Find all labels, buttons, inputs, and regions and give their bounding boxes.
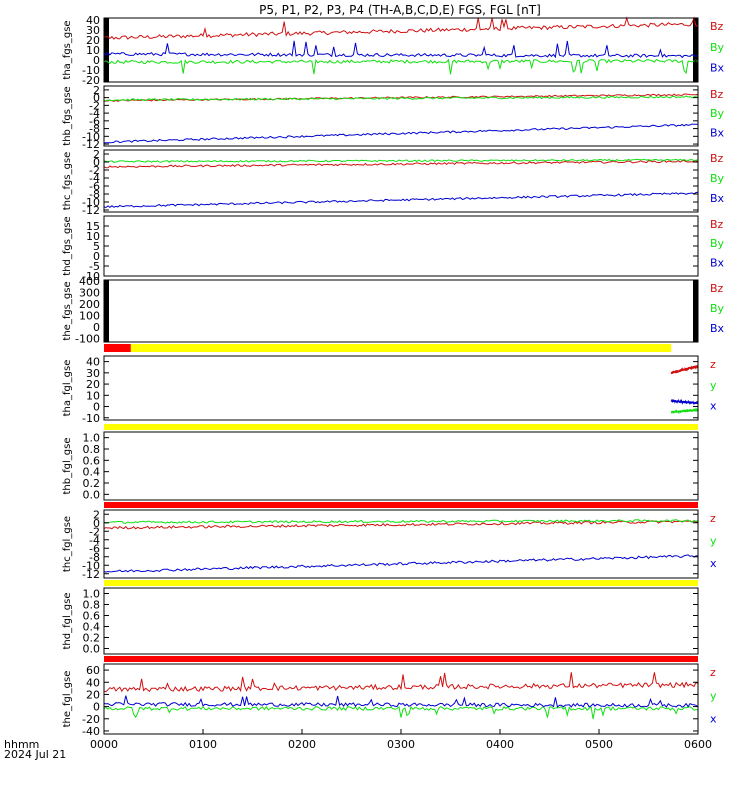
x-tick-label: 0600 xyxy=(684,738,712,751)
legend-y: y xyxy=(710,379,717,392)
series-Bx-line xyxy=(104,41,698,58)
legend-z: z xyxy=(710,358,716,371)
plot-title: P5, P1, P2, P3, P4 (TH-A,B,C,D,E) FGS, F… xyxy=(259,3,541,17)
legend-Bz: Bz xyxy=(710,282,724,295)
x-tick-label: 0400 xyxy=(486,738,514,751)
legend-z: z xyxy=(710,666,716,679)
x-tick-label: 0100 xyxy=(189,738,217,751)
panel-frame xyxy=(104,432,698,500)
panel-thc_fgs_gse: 20-2-4-6-8-10-12thc_fgs_gse BzByBx xyxy=(62,148,725,217)
legend-By: By xyxy=(710,172,725,185)
y-axis-label: the_fgl_gse xyxy=(62,671,73,728)
series-y-line xyxy=(104,707,698,720)
y-axis-label: tha_fgl_gse xyxy=(62,360,73,417)
status-strip-red xyxy=(104,656,698,662)
y-tick-label: 0.0 xyxy=(83,488,101,501)
panel-the_fgs_gse: 4003002001000-100the_fgs_gse BzByBx xyxy=(62,275,725,345)
y-tick-label: 0.0 xyxy=(83,643,101,656)
legend-x: x xyxy=(710,713,717,726)
legend-Bx: Bx xyxy=(710,62,725,75)
series-Bx-line xyxy=(104,124,698,143)
status-strip-yellow xyxy=(104,424,698,430)
panel-frame xyxy=(104,280,698,342)
panel-the_fgl_gse: 6040200-20-40 the_fgl_gse zyx xyxy=(62,656,717,738)
status-strip-red xyxy=(104,344,131,352)
legend-z: z xyxy=(710,512,716,525)
legend-Bz: Bz xyxy=(710,20,724,33)
x-axis: 0000 0100 0200 0300 0400 0500 0600 xyxy=(90,729,712,751)
panel-frame xyxy=(104,216,698,276)
status-strip-red xyxy=(104,502,698,508)
footer-date: 2024 Jul 21 xyxy=(4,748,66,761)
series-x-line xyxy=(104,555,698,572)
y-tick-label: -20 xyxy=(82,713,100,726)
y-axis-label: thd_fgl_gse xyxy=(62,593,73,650)
series-x-line xyxy=(671,400,698,404)
legend-y: y xyxy=(710,689,717,702)
panel-frame xyxy=(104,510,698,578)
panel-frame xyxy=(104,18,698,82)
y-tick-label: -40 xyxy=(82,725,100,738)
panel-thc_fgl_gse: 20-2-4-6-8-10-12 thc_fgl_gse zyx xyxy=(62,502,717,581)
panel-thb_fgs_gse: 20-2-4-6-8-10-12 thb_fgs_gse Bz By Bx xyxy=(62,84,725,151)
legend-y: y xyxy=(710,535,717,548)
legend-By: By xyxy=(710,41,725,54)
x-tick-label: 0200 xyxy=(288,738,316,751)
series-z-line xyxy=(104,672,698,691)
y-axis-label: thd_fgs_gse xyxy=(62,216,73,275)
y-tick-label: -100 xyxy=(75,333,100,346)
series-Bz-line xyxy=(104,18,698,39)
series-Bx-line xyxy=(104,192,698,207)
panel-thd_fgl_gse: 1.00.80.60.40.20.0thd_fgl_gse xyxy=(62,580,698,656)
legend-x: x xyxy=(710,400,717,413)
y-tick-label: -12 xyxy=(82,204,100,217)
legend-Bx: Bx xyxy=(710,126,725,139)
panel-frame xyxy=(104,664,698,734)
series-By-line xyxy=(104,60,698,75)
y-axis-label: the_fgs_gse xyxy=(62,281,73,340)
legend-Bx: Bx xyxy=(710,192,725,205)
x-tick-label: 0300 xyxy=(387,738,415,751)
legend-x: x xyxy=(710,557,717,570)
legend-Bx: Bx xyxy=(710,322,725,335)
gap-bar-left xyxy=(104,280,109,342)
y-tick-label: 20 xyxy=(86,688,100,701)
status-strip-yellow xyxy=(104,344,671,352)
series-y-line xyxy=(671,409,698,413)
y-tick-label: -12 xyxy=(82,568,100,581)
legend-Bx: Bx xyxy=(710,256,725,269)
x-tick-label: 0500 xyxy=(585,738,613,751)
panel-frame xyxy=(104,356,698,420)
legend-Bz: Bz xyxy=(710,218,724,231)
y-axis-label: thb_fgs_gse xyxy=(62,86,73,145)
y-axis-label: thb_fgl_gse xyxy=(62,438,73,495)
legend-By: By xyxy=(710,302,725,315)
y-tick-label: 40 xyxy=(86,676,100,689)
status-strip-yellow xyxy=(104,580,698,586)
gap-bar-right xyxy=(693,280,698,342)
legend-By: By xyxy=(710,237,725,250)
y-axis-label: thc_fgs_gse xyxy=(62,152,73,211)
x-tick-label: 0000 xyxy=(90,738,118,751)
y-axis-label: tha_fgs_gse xyxy=(62,20,73,79)
legend-Bz: Bz xyxy=(710,88,724,101)
y-tick-label: 60 xyxy=(86,664,100,677)
legend-By: By xyxy=(710,107,725,120)
y-axis-label: thc_fgl_gse xyxy=(62,516,73,572)
y-tick-label: 0 xyxy=(93,701,100,714)
panel-frame xyxy=(104,588,698,654)
panel-thb_fgl_gse: 1.00.80.60.40.20.0 thb_fgl_gse xyxy=(62,424,698,501)
legend-Bz: Bz xyxy=(710,152,724,165)
series-x-line xyxy=(104,696,698,708)
y-tick-label: -10 xyxy=(82,412,100,425)
series-y-line xyxy=(104,520,698,524)
